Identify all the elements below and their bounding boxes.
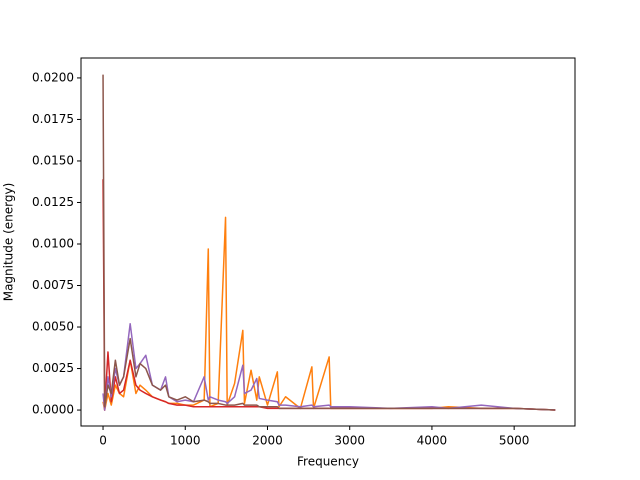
x-tick-label: 3000 — [334, 434, 365, 448]
y-tick-label: 0.0125 — [32, 195, 74, 209]
x-tick-label: 0 — [99, 434, 107, 448]
y-axis-label: Magnitude (energy) — [2, 183, 16, 302]
series-line — [102, 322, 556, 411]
series-line — [102, 216, 556, 411]
y-tick-label: 0.0050 — [32, 320, 74, 334]
y-tick-label: 0.0025 — [32, 361, 74, 375]
x-tick-label: 2000 — [252, 434, 283, 448]
y-tick-label: 0.0075 — [32, 278, 74, 292]
y-tick-label: 0.0150 — [32, 153, 74, 167]
y-tick-label: 0.0100 — [32, 236, 74, 250]
x-axis-label: Frequency — [297, 455, 359, 469]
series-line — [102, 74, 556, 411]
x-tick-label: 1000 — [170, 434, 201, 448]
y-tick-label: 0.0175 — [32, 112, 74, 126]
y-tick-label: 0.0000 — [32, 403, 74, 417]
plot-frame — [80, 57, 576, 427]
x-tick-label: 5000 — [499, 434, 530, 448]
x-tick-label: 4000 — [417, 434, 448, 448]
y-tick-label: 0.0200 — [32, 70, 74, 84]
